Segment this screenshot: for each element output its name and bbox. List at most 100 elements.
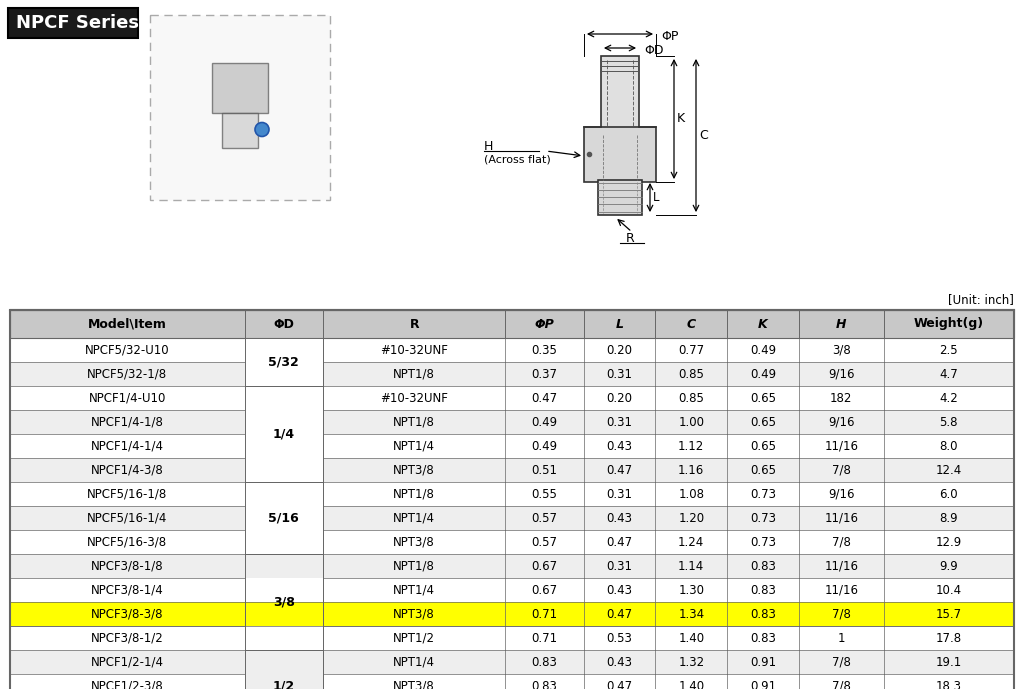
Text: NPT1/8: NPT1/8 [393, 367, 435, 380]
Text: 11/16: 11/16 [824, 511, 858, 524]
Text: 0.49: 0.49 [531, 440, 558, 453]
Text: NPCF5/32-1/8: NPCF5/32-1/8 [87, 367, 167, 380]
Text: NPT1/4: NPT1/4 [393, 655, 435, 668]
Text: 0.37: 0.37 [531, 367, 558, 380]
Text: NPT3/8: NPT3/8 [393, 535, 435, 548]
Text: 1.40: 1.40 [678, 632, 705, 644]
Bar [10, 674, 1014, 689]
Text: ΦD: ΦD [273, 318, 294, 331]
Text: K: K [758, 318, 768, 331]
Text: Model\Item: Model\Item [88, 318, 167, 331]
Text: 0.49: 0.49 [750, 367, 776, 380]
Text: 0.73: 0.73 [750, 511, 776, 524]
Text: 0.85: 0.85 [678, 391, 705, 404]
Text: 0.83: 0.83 [750, 632, 776, 644]
Bar [598, 180, 642, 215]
Bar [10, 310, 1014, 338]
Text: 0.67: 0.67 [531, 559, 558, 573]
Text: 15.7: 15.7 [936, 608, 962, 621]
Text: NPCF3/8-3/8: NPCF3/8-3/8 [91, 608, 164, 621]
Text: 3/8: 3/8 [831, 344, 851, 356]
Text: 1.00: 1.00 [678, 415, 705, 429]
Ellipse shape [255, 123, 269, 136]
Text: 0.91: 0.91 [750, 679, 776, 689]
Bar [245, 482, 323, 554]
Text: 0.49: 0.49 [750, 344, 776, 356]
Text: 0.47: 0.47 [606, 464, 633, 477]
Text: 15.7: 15.7 [936, 608, 962, 621]
Text: 7/8: 7/8 [831, 608, 851, 621]
Text: 0.83: 0.83 [750, 608, 776, 621]
Text: 182: 182 [830, 391, 852, 404]
Text: 4.7: 4.7 [939, 367, 958, 380]
Text: NPCF1/4-U10: NPCF1/4-U10 [89, 391, 166, 404]
Bar [584, 127, 656, 182]
Text: 9/16: 9/16 [828, 415, 854, 429]
Text: 0.77: 0.77 [678, 344, 705, 356]
Bar [150, 15, 330, 200]
Text: 19.1: 19.1 [936, 655, 962, 668]
Bar [10, 310, 1014, 689]
Bar [10, 482, 1014, 506]
Text: ΦP: ΦP [535, 318, 554, 331]
Text: 1.14: 1.14 [678, 559, 705, 573]
Text: 12.9: 12.9 [936, 535, 962, 548]
Bar [10, 554, 1014, 578]
Text: 0.71: 0.71 [531, 608, 558, 621]
Bar [222, 112, 258, 147]
Text: NPT1/4: NPT1/4 [393, 584, 435, 597]
Text: 0.57: 0.57 [531, 511, 558, 524]
Text: 0.43: 0.43 [606, 655, 633, 668]
Text: NPCF1/2-3/8: NPCF1/2-3/8 [91, 679, 164, 689]
Text: R: R [626, 232, 635, 245]
Text: 1.24: 1.24 [678, 535, 705, 548]
Text: 0.20: 0.20 [606, 391, 633, 404]
Bar [10, 626, 1014, 650]
Text: 0.43: 0.43 [606, 440, 633, 453]
Text: NPCF5/16-1/4: NPCF5/16-1/4 [87, 511, 168, 524]
Text: 9/16: 9/16 [828, 488, 854, 500]
Text: NPCF3/8-3/8: NPCF3/8-3/8 [91, 608, 164, 621]
Text: 0.47: 0.47 [531, 391, 558, 404]
Text: 8.0: 8.0 [940, 440, 958, 453]
Text: 0.67: 0.67 [531, 584, 558, 597]
Text: 0.20: 0.20 [606, 344, 633, 356]
Text: NPCF5/16-1/8: NPCF5/16-1/8 [87, 488, 168, 500]
Text: (Across flat): (Across flat) [484, 155, 551, 165]
Text: 7/8: 7/8 [831, 464, 851, 477]
Text: NPT1/2: NPT1/2 [393, 632, 435, 644]
Text: 2.5: 2.5 [939, 344, 958, 356]
Text: C: C [687, 318, 696, 331]
Text: L: L [653, 191, 659, 204]
Bar [212, 63, 268, 112]
Text: 0.85: 0.85 [678, 367, 705, 380]
Text: 0.83: 0.83 [750, 608, 776, 621]
Bar [245, 554, 323, 578]
Text: 5/32: 5/32 [268, 356, 299, 369]
Text: 0.31: 0.31 [606, 367, 633, 380]
Text: 11/16: 11/16 [824, 440, 858, 453]
Text: NPCF1/4-3/8: NPCF1/4-3/8 [91, 464, 164, 477]
Text: 0.73: 0.73 [750, 488, 776, 500]
Bar [10, 434, 1014, 458]
Text: C: C [699, 129, 708, 142]
Text: 0.31: 0.31 [606, 415, 633, 429]
Text: NPT3/8: NPT3/8 [393, 608, 435, 621]
Text: NPCF1/4-1/4: NPCF1/4-1/4 [91, 440, 164, 453]
Text: 3/8: 3/8 [272, 595, 295, 608]
Bar [245, 578, 323, 602]
Text: 0.83: 0.83 [531, 679, 557, 689]
Text: 0.65: 0.65 [750, 391, 776, 404]
Text: 1.30: 1.30 [678, 584, 705, 597]
Text: Weight(g): Weight(g) [913, 318, 984, 331]
Text: 18.3: 18.3 [936, 679, 962, 689]
Text: 0.57: 0.57 [531, 535, 558, 548]
Text: 0.35: 0.35 [531, 344, 557, 356]
Text: NPT1/8: NPT1/8 [393, 488, 435, 500]
Text: R: R [410, 318, 419, 331]
Text: 0.83: 0.83 [531, 655, 557, 668]
Text: 0.47: 0.47 [606, 608, 633, 621]
Text: NPT1/8: NPT1/8 [393, 559, 435, 573]
Text: 1.20: 1.20 [678, 511, 705, 524]
Text: 0.73: 0.73 [750, 535, 776, 548]
